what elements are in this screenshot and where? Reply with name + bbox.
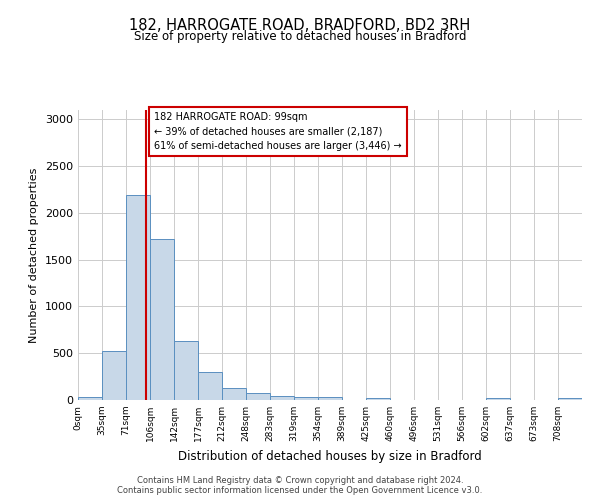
Bar	[126, 195, 150, 400]
Text: 182, HARROGATE ROAD, BRADFORD, BD2 3RH: 182, HARROGATE ROAD, BRADFORD, BD2 3RH	[130, 18, 470, 32]
Bar	[246, 393, 270, 400]
Y-axis label: Number of detached properties: Number of detached properties	[29, 168, 40, 342]
X-axis label: Distribution of detached houses by size in Bradford: Distribution of detached houses by size …	[178, 450, 482, 462]
Bar	[294, 396, 318, 400]
Bar	[366, 398, 390, 400]
Bar	[486, 398, 510, 400]
Bar	[318, 397, 342, 400]
Bar	[102, 351, 126, 400]
Bar	[198, 372, 222, 400]
Bar	[174, 340, 198, 400]
Bar	[270, 396, 294, 400]
Bar	[150, 239, 174, 400]
Text: Contains HM Land Registry data © Crown copyright and database right 2024.
Contai: Contains HM Land Registry data © Crown c…	[118, 476, 482, 495]
Text: 182 HARROGATE ROAD: 99sqm
← 39% of detached houses are smaller (2,187)
61% of se: 182 HARROGATE ROAD: 99sqm ← 39% of detac…	[154, 112, 402, 152]
Bar	[78, 397, 102, 400]
Bar	[222, 388, 246, 400]
Text: Size of property relative to detached houses in Bradford: Size of property relative to detached ho…	[134, 30, 466, 43]
Bar	[558, 398, 582, 400]
